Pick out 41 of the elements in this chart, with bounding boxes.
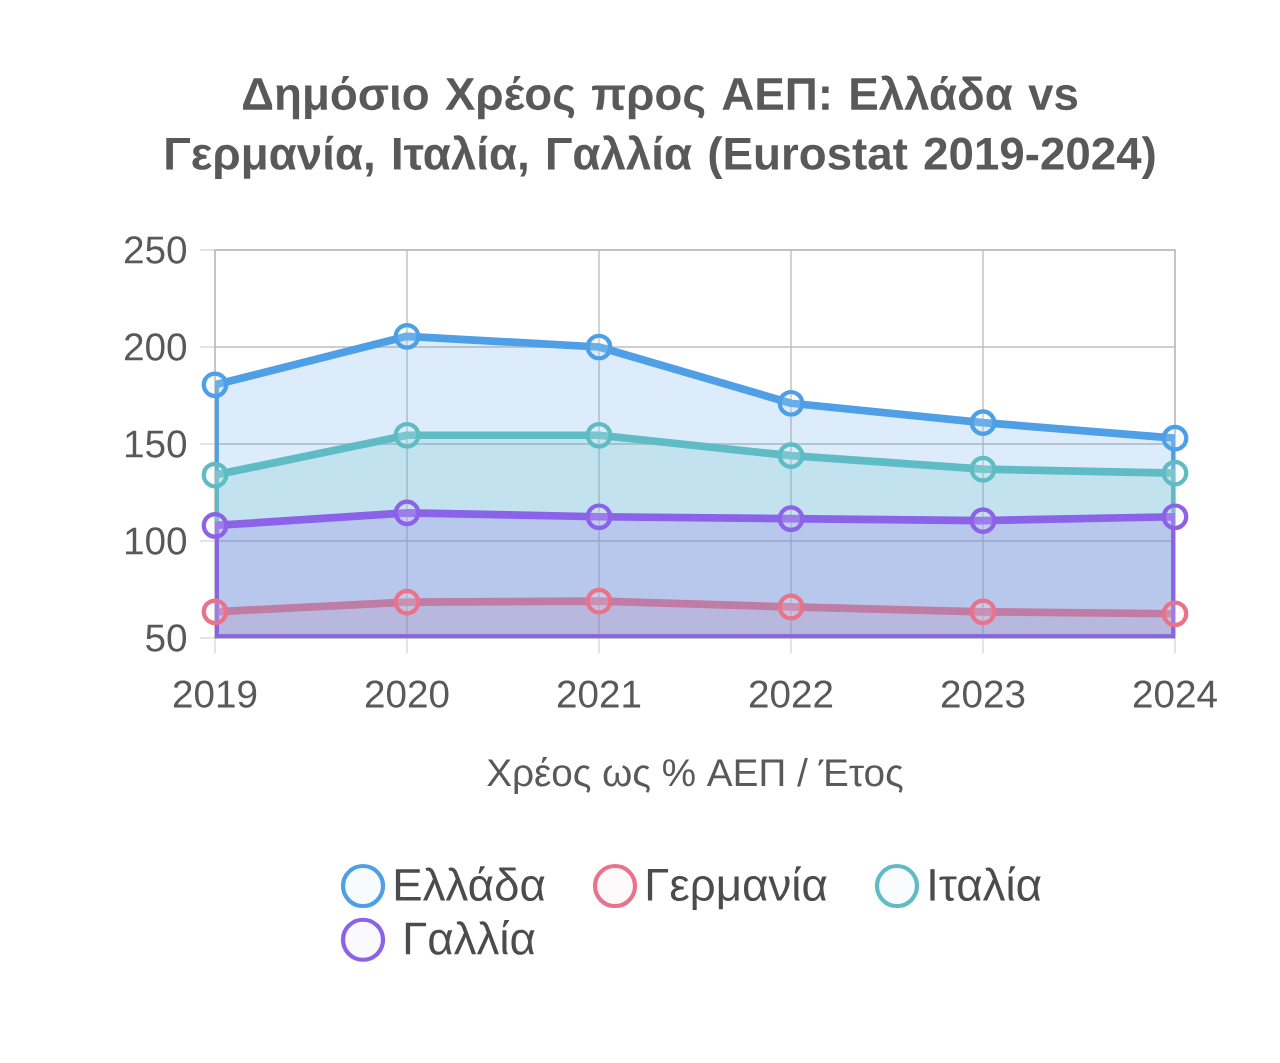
point (201, 512, 229, 539)
point (777, 442, 805, 469)
x-tick-label: 2019 (173, 680, 257, 708)
point (1161, 459, 1189, 487)
x-tick-label: 2022 (749, 680, 833, 708)
x-axis-title: Χρέος ως % ΑΕΠ / Έτος (487, 756, 903, 795)
point (1161, 424, 1189, 452)
point (777, 593, 805, 621)
point (585, 333, 613, 361)
point (969, 507, 997, 534)
x-tick-label: 2024 (1133, 680, 1217, 708)
x-tick-label: 2023 (941, 680, 1025, 708)
y-tick-label: 150 (126, 430, 187, 458)
legend-label: Ιταλία (930, 866, 1041, 902)
point (1161, 503, 1189, 531)
point (777, 389, 805, 417)
y-tick-label: 200 (125, 333, 187, 361)
y-tick-label: 50 (146, 624, 187, 652)
point (1161, 600, 1189, 628)
point (393, 499, 421, 527)
point (393, 588, 421, 616)
chart-title: Δημόσιο Χρέος προς ΑΕΠ: Ελλάδα vs Γερμανία, Ιταλία, Γαλλία (Eurostat 2019-2024) (166, 75, 1155, 179)
point (969, 409, 997, 437)
point (969, 455, 997, 483)
point (201, 371, 229, 399)
legend-label: Γερμανία (647, 866, 827, 911)
point (201, 598, 229, 626)
x-tick-label: 2021 (557, 680, 641, 708)
point (201, 461, 229, 489)
point (969, 598, 997, 626)
point (585, 587, 613, 615)
point (585, 503, 613, 531)
point (585, 421, 613, 449)
legend-label: Γαλλία (405, 919, 535, 955)
point (393, 322, 421, 350)
point (777, 505, 805, 533)
x-tick-label: 2020 (365, 680, 449, 708)
y-tick-label: 100 (126, 527, 187, 555)
y-tick-label: 250 (125, 236, 187, 264)
legend-label: Ελλάδα (395, 866, 545, 902)
point (393, 421, 421, 449)
